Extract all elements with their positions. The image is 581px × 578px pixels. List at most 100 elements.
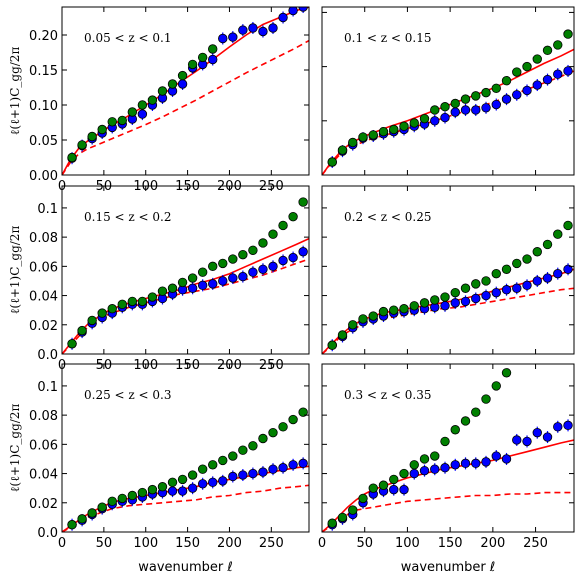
data-point-green — [147, 95, 158, 105]
data-point-green — [471, 407, 481, 417]
data-point-green — [471, 279, 481, 289]
data-point-blue — [542, 273, 553, 283]
data-point-blue — [187, 483, 198, 493]
data-point-green — [419, 113, 430, 124]
data-point-blue — [553, 422, 563, 432]
data-point-blue — [208, 279, 218, 289]
data-point-green — [419, 454, 430, 464]
data-point-green — [389, 474, 399, 485]
x-tick-label: 0 — [318, 536, 326, 551]
data-point-green — [460, 283, 471, 293]
y-tick-label: 0.05 — [29, 134, 58, 149]
y-axis-label: ℓ(ℓ+1)C_gg/2π — [8, 226, 22, 315]
y-axis-label: ℓ(ℓ+1)C_gg/2π — [8, 404, 22, 493]
data-point-green — [553, 229, 563, 239]
data-point-blue — [501, 285, 512, 295]
data-point-green — [532, 54, 542, 64]
data-point-green — [117, 299, 127, 310]
data-point-green — [481, 276, 491, 286]
data-point-blue — [491, 99, 501, 110]
data-point-green — [563, 220, 573, 231]
data-point-green — [298, 197, 308, 207]
data-point-green — [399, 304, 409, 314]
data-point-blue — [298, 247, 308, 257]
data-point-blue — [399, 484, 409, 495]
data-point-green — [337, 145, 348, 155]
data-point-blue — [238, 470, 248, 480]
data-point-green — [327, 518, 337, 528]
data-point-green — [177, 70, 188, 81]
data-point-green — [378, 126, 389, 137]
data-point-blue — [268, 23, 278, 33]
data-point-green — [228, 451, 238, 461]
x-tick-label: 100 — [395, 536, 420, 551]
data-point-green — [127, 107, 138, 117]
data-point-green — [481, 394, 491, 404]
data-point-green — [501, 368, 512, 378]
model-line-solid — [322, 439, 574, 532]
data-point-green — [358, 132, 368, 142]
plot-area — [322, 368, 574, 532]
data-point-green — [87, 508, 97, 518]
data-point-green — [368, 130, 378, 140]
data-point-blue — [481, 103, 491, 113]
redshift-annotation: 0.1 < z < 0.15 — [344, 31, 432, 45]
data-point-blue — [491, 451, 501, 461]
data-point-green — [97, 308, 107, 318]
y-tick-label: 0.20 — [29, 29, 58, 44]
data-point-green — [87, 315, 97, 326]
data-point-green — [187, 273, 198, 283]
data-point-blue — [298, 7, 308, 12]
data-point-green — [218, 455, 228, 466]
data-point-green — [238, 445, 248, 455]
data-point-blue — [288, 460, 298, 470]
data-point-blue — [218, 33, 228, 44]
data-point-blue — [208, 54, 218, 65]
data-point-blue — [248, 267, 258, 277]
data-point-green — [491, 83, 501, 93]
data-point-green — [77, 514, 87, 524]
data-point-green — [337, 330, 348, 340]
data-point-green — [501, 76, 512, 86]
x-tick-label: 50 — [356, 536, 373, 551]
data-point-green — [187, 59, 198, 70]
data-point-blue — [430, 116, 440, 126]
data-point-green — [501, 264, 512, 274]
data-point-green — [77, 325, 87, 336]
x-tick-label: 150 — [438, 536, 463, 551]
data-point-green — [137, 296, 148, 307]
data-point-green — [127, 490, 138, 501]
data-point-blue — [563, 264, 573, 274]
data-point-green — [512, 67, 522, 77]
data-point-green — [268, 229, 278, 239]
data-point-blue — [532, 276, 542, 286]
axes-frame — [61, 363, 310, 533]
data-point-green — [208, 460, 218, 470]
data-point-green — [337, 512, 348, 523]
data-point-blue — [208, 477, 218, 488]
data-point-green — [197, 267, 208, 277]
y-tick-label: 0.1 — [37, 202, 58, 217]
data-point-green — [491, 268, 501, 279]
data-point-blue — [228, 471, 238, 482]
data-point-blue — [563, 420, 573, 431]
data-point-blue — [430, 464, 440, 474]
data-point-green — [228, 254, 238, 264]
plot-area — [62, 7, 309, 175]
data-point-blue — [563, 66, 573, 76]
x-axis-label: wavenumber ℓ — [138, 560, 233, 575]
data-point-green — [460, 94, 471, 104]
data-point-green — [348, 505, 358, 515]
data-point-blue — [258, 264, 268, 274]
data-point-green — [288, 211, 298, 222]
data-point-blue — [218, 476, 228, 486]
y-tick-label: 0.02 — [29, 497, 58, 512]
data-point-green — [481, 87, 491, 98]
data-point-blue — [522, 436, 532, 447]
data-point-blue — [471, 105, 481, 115]
data-point-green — [248, 441, 258, 451]
data-point-blue — [542, 74, 553, 85]
data-point-blue — [409, 468, 419, 479]
data-point-blue — [512, 283, 522, 293]
data-point-green — [327, 340, 337, 350]
